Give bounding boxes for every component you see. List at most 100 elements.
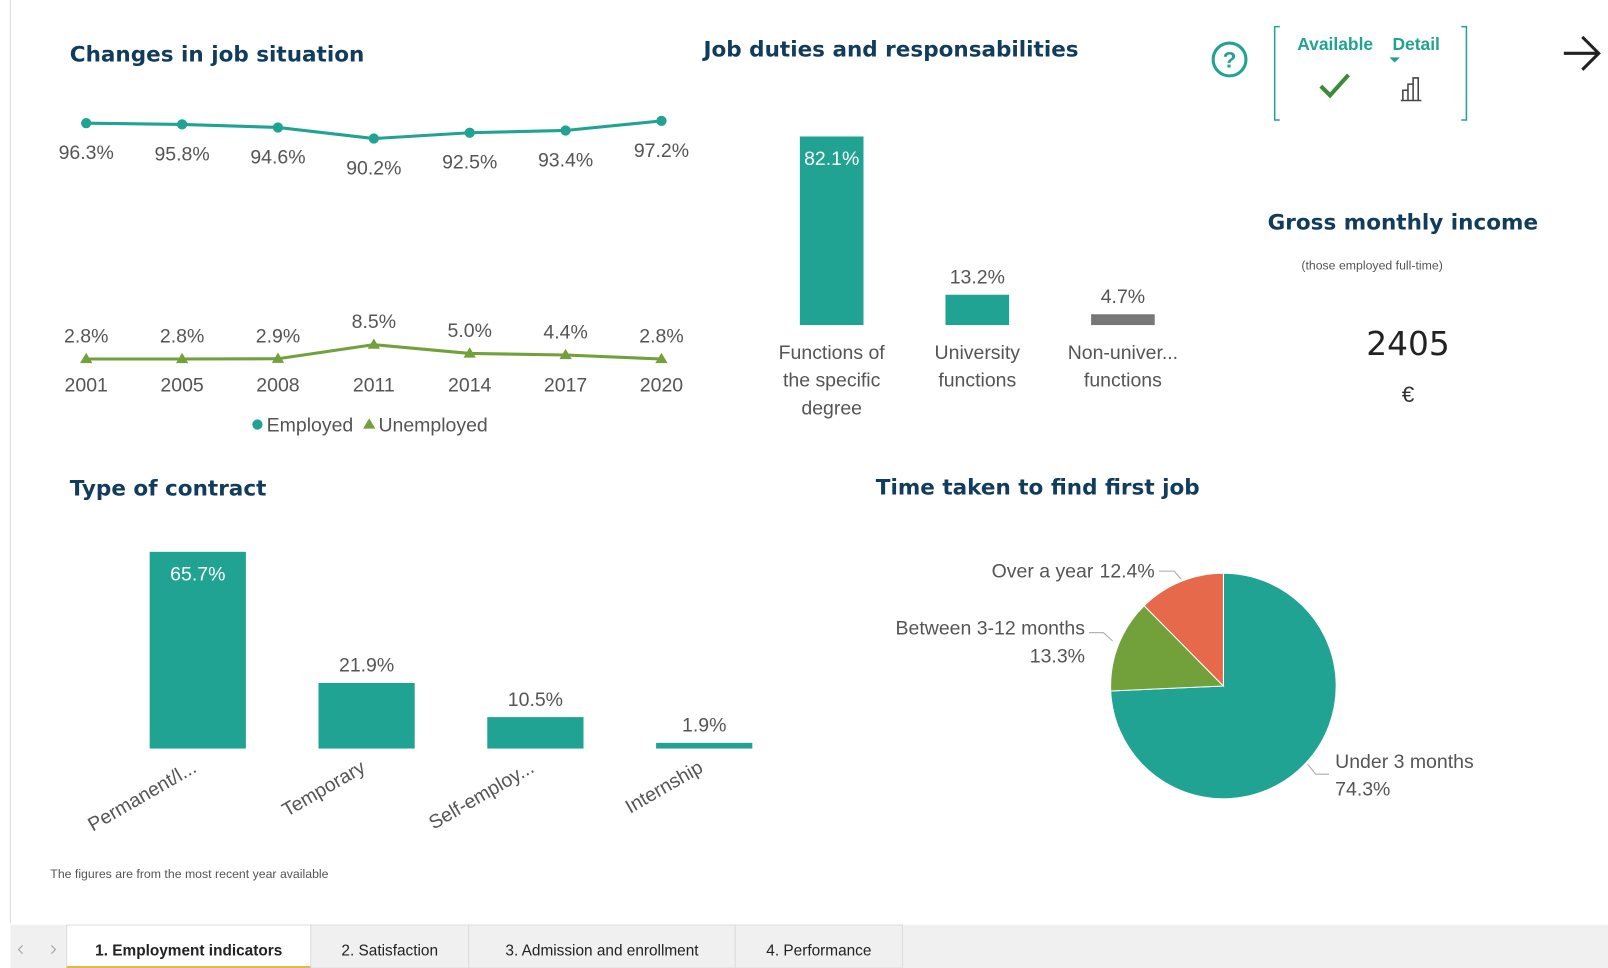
bar [487,717,584,749]
bar [1091,314,1155,326]
next-arrow[interactable] [1563,35,1601,71]
legend-label: Unemployed [378,415,487,437]
x-tick-label: Non-univer... functions [1068,342,1178,392]
point [560,125,571,136]
x-tick-label: Internship [622,756,707,818]
data-label: 13.2% [950,266,1005,288]
x-tick-label: 2014 [448,375,491,397]
point [81,118,92,129]
income-title: Gross monthly income [1268,211,1538,236]
chart-icon [1400,77,1422,102]
point [367,338,380,349]
x-tick-label: 2001 [65,375,108,397]
income-subtitle: (those employed full-time) [1301,259,1442,273]
data-label: 5.0% [448,320,492,342]
toggle-bracket [1273,25,1468,121]
tab-label: 4. Performance [766,943,871,960]
legend-marker [252,419,263,430]
point [175,352,189,364]
point [271,352,285,363]
tab-scroll[interactable] [17,945,57,955]
tab-label: 3. Admission and enrollment [505,943,699,960]
slice-value: 74.3% [1335,779,1390,801]
pie-slice [1143,572,1224,688]
data-label: 2.8% [64,326,108,348]
slice-name: Over a year [992,560,1094,582]
chart-title: Job duties and responsabilities [702,37,1079,62]
pie-slice [1110,605,1225,692]
point [80,352,93,364]
x-tick-label: 2011 [353,375,395,397]
x-tick-label: 2020 [640,375,683,397]
bar [318,682,415,749]
point [655,352,668,364]
data-label: 4.7% [1101,286,1145,308]
help-button[interactable]: ? [1211,41,1248,78]
x-tick-label: 2005 [160,375,203,397]
data-label: 93.4% [538,149,593,171]
data-label: 97.2% [634,140,689,162]
x-tick-label: Self-employ... [425,756,538,834]
tab-bg [66,924,312,968]
leader-line [1158,570,1182,580]
point [463,347,476,358]
data-label: 10.5% [508,689,563,711]
chart-title: Changes in job situation [70,43,365,68]
legend-marker [363,418,376,429]
chart-title: Type of contract [70,476,267,501]
data-label: 82.1% [804,148,859,170]
data-label: 2.8% [639,326,683,348]
bar [656,742,753,749]
income-value: 2405 [1366,325,1449,363]
data-label: 65.7% [170,564,225,586]
tab-label: 1. Employment indicators [95,943,282,960]
data-label: 2.8% [160,326,204,348]
leader-line [1089,632,1113,642]
point [272,122,284,133]
data-label: 2.9% [256,325,300,347]
slice-value: 13.3% [1030,645,1085,667]
point [559,348,572,360]
data-label: 90.2% [346,157,401,179]
data-label: 92.5% [442,152,497,174]
tab[interactable]: 4. Performance [734,924,903,968]
bar [149,551,246,749]
data-label: 94.6% [250,146,305,168]
legend-label: Employed [267,415,354,437]
chart-title: Time taken to find first job [876,475,1200,500]
data-label: 95.8% [154,143,209,165]
help-circle [1211,41,1248,78]
tab-bg [468,924,736,968]
x-tick-label: Permanent/l... [84,756,200,836]
data-label: 1.9% [682,715,726,737]
data-label: 21.9% [339,655,394,677]
check-icon [1319,73,1351,99]
tab-label: 2. Satisfaction [341,943,438,960]
data-label: 96.3% [59,142,114,164]
toggle-caret [1389,57,1400,63]
x-tick-label: Temporary [278,756,369,821]
slice-name: Between 3-12 months [896,618,1086,640]
toggle-label: Detail [1392,34,1439,54]
toggle-detail[interactable]: Detail [1389,34,1440,102]
tab[interactable]: 2. Satisfaction [310,924,470,968]
slice-name: Under 3 months [1335,751,1474,773]
slice-label: Between 3-12 months 13.3% [896,618,1086,668]
point [176,119,188,130]
tab[interactable]: 1. Employment indicators [66,924,312,968]
slice-label: Over a year 12.4% [992,560,1155,582]
footnote: The figures are from the most recent yea… [50,867,328,881]
point [656,115,667,127]
x-tick-label: 2008 [256,375,299,397]
point [464,127,475,138]
x-tick-label: Functions of the specific degree [779,342,886,419]
toggle-label: Available [1297,34,1373,54]
slice-label: Under 3 months 74.3% [1335,751,1474,801]
leader-line [1307,763,1330,775]
data-label: 8.5% [352,311,396,333]
data-label: 4.4% [543,322,587,344]
tab[interactable]: 3. Admission and enrollment [468,924,736,968]
toggle-available[interactable]: Available [1297,34,1373,99]
point [368,133,379,144]
